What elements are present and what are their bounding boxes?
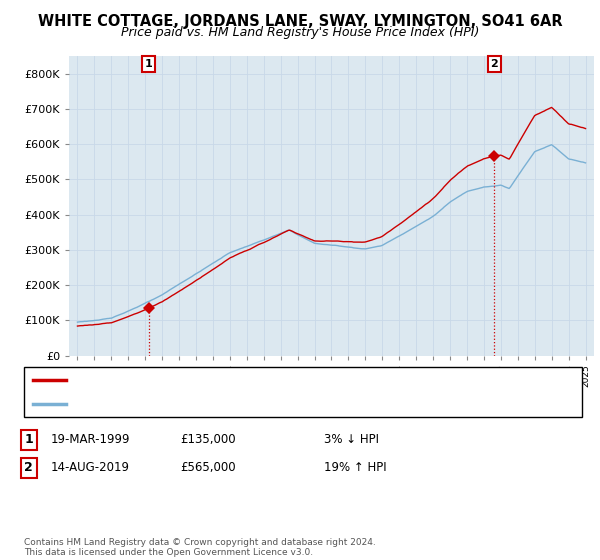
Text: 1: 1 bbox=[25, 433, 33, 446]
Text: 3% ↓ HPI: 3% ↓ HPI bbox=[324, 433, 379, 446]
Text: Contains HM Land Registry data © Crown copyright and database right 2024.
This d: Contains HM Land Registry data © Crown c… bbox=[24, 538, 376, 557]
Text: WHITE COTTAGE, JORDANS LANE, SWAY, LYMINGTON, SO41 6AR: WHITE COTTAGE, JORDANS LANE, SWAY, LYMIN… bbox=[38, 14, 562, 29]
Text: 2: 2 bbox=[491, 59, 498, 69]
Text: £135,000: £135,000 bbox=[180, 433, 236, 446]
Text: HPI: Average price, detached house, New Forest: HPI: Average price, detached house, New … bbox=[72, 399, 323, 409]
Text: 19-MAR-1999: 19-MAR-1999 bbox=[51, 433, 131, 446]
Text: WHITE COTTAGE, JORDANS LANE, SWAY, LYMINGTON, SO41 6AR (detached house): WHITE COTTAGE, JORDANS LANE, SWAY, LYMIN… bbox=[72, 375, 499, 385]
Text: £565,000: £565,000 bbox=[180, 461, 236, 474]
Text: 19% ↑ HPI: 19% ↑ HPI bbox=[324, 461, 386, 474]
Text: 1: 1 bbox=[145, 59, 152, 69]
Text: Price paid vs. HM Land Registry's House Price Index (HPI): Price paid vs. HM Land Registry's House … bbox=[121, 26, 479, 39]
Text: 2: 2 bbox=[25, 461, 33, 474]
Text: 14-AUG-2019: 14-AUG-2019 bbox=[51, 461, 130, 474]
